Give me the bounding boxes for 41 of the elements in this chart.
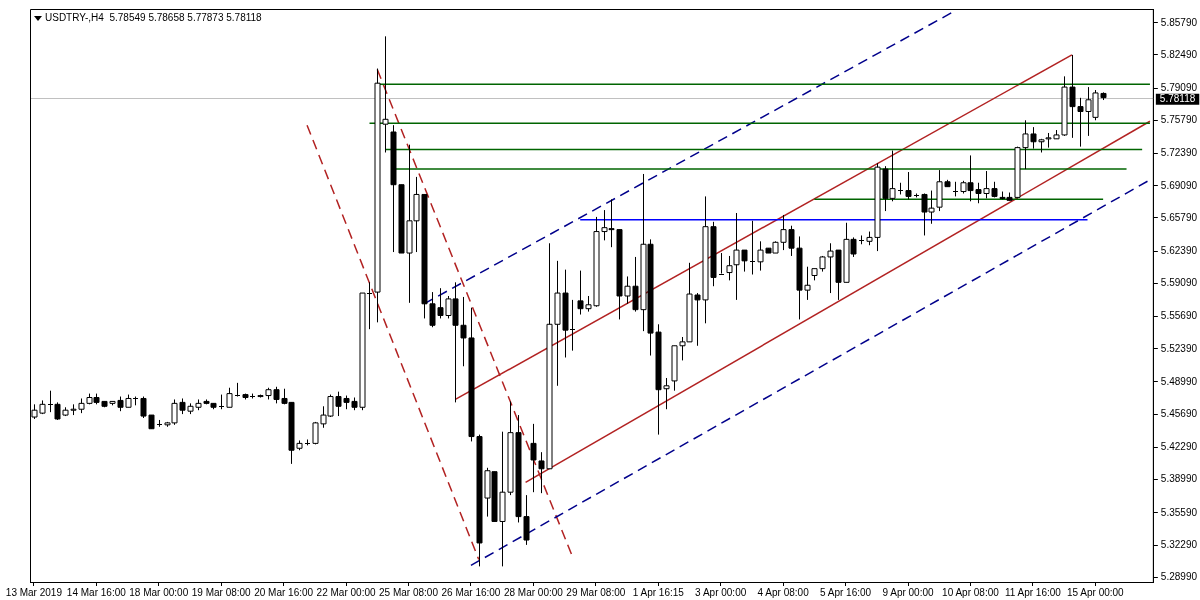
x-tick-label: 3 Apr 00:00 [695,586,747,598]
x-tick-label: 20 Mar 16:00 [254,586,314,598]
chart-title: USDTRY-,H4 5.78549 5.78658 5.77873 5.78118 [45,12,262,24]
x-tick-label: 13 Mar 2019 [5,586,63,598]
x-tick-label: 1 Apr 16:15 [632,586,685,598]
y-tick-label: 5.28990 [1160,570,1198,582]
y-tick-label: 5.32290 [1160,538,1198,550]
y-tick-label: 5.62390 [1160,244,1198,256]
y-tick-label: 5.72390 [1160,147,1198,159]
x-tick-label: 15 Apr 00:00 [1066,586,1125,598]
x-tick-label: 25 Mar 08:00 [379,586,439,598]
y-tick-label: 5.48990 [1160,375,1198,387]
y-tick-label: 5.35590 [1160,506,1198,518]
y-tick-label: 5.65790 [1160,211,1198,223]
y-tick-label: 5.59090 [1160,277,1198,289]
x-tick-label: 5 Apr 16:00 [820,586,872,598]
y-tick-label: 5.45690 [1160,407,1198,419]
x-tick-label: 4 Apr 08:00 [757,586,810,598]
candlestick [719,252,724,275]
y-tick-label: 5.75790 [1160,114,1198,126]
y-tick-label: 5.69090 [1160,179,1198,191]
ref-line-label: 5.78118 [1159,93,1196,105]
x-tick-label: 14 Mar 16:00 [66,586,127,598]
x-tick-label: 10 Apr 08:00 [942,586,1000,598]
y-tick-label: 5.79090 [1160,81,1198,93]
candlestick [235,382,240,398]
candlestick [750,220,755,276]
x-tick-label: 9 Apr 00:00 [882,586,935,598]
x-tick-label: 11 Apr 16:00 [1004,586,1062,598]
y-tick-label: 5.38990 [1160,473,1198,485]
y-tick-label: 5.85790 [1160,16,1198,28]
x-tick-label: 19 Mar 08:00 [191,586,252,598]
y-tick-label: 5.52390 [1160,342,1198,354]
y-tick-label: 5.42290 [1160,441,1198,453]
x-tick-label: 22 Mar 00:00 [316,586,376,598]
y-tick-label: 5.82490 [1160,48,1198,60]
x-tick-label: 18 Mar 00:00 [129,586,189,598]
x-tick-label: 28 Mar 00:00 [503,586,564,598]
x-tick-label: 26 Mar 16:00 [441,586,501,598]
y-tick-label: 5.55690 [1160,310,1198,322]
x-tick-label: 29 Mar 08:00 [566,586,626,598]
